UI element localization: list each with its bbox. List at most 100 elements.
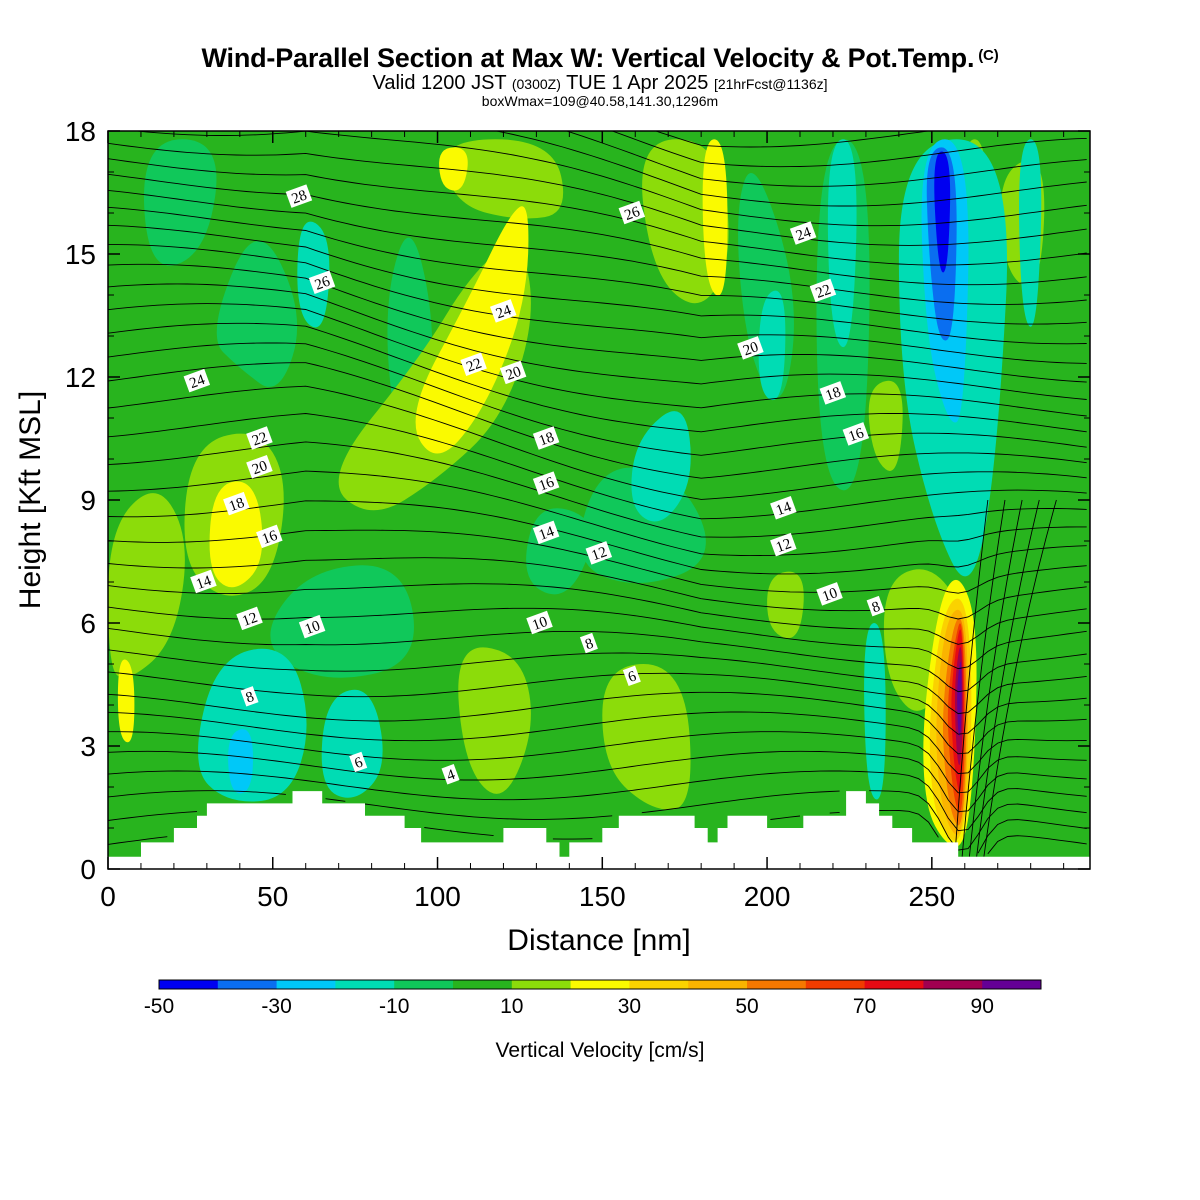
colorbar-tick-label: -10 [379, 995, 409, 1018]
chart-title-text: Wind-Parallel Section at Max W: Vertical… [201, 43, 975, 73]
theta-line-27 [108, 224, 1087, 345]
theta-label-20: 12 [585, 541, 613, 565]
theta-label-text: 20 [741, 339, 761, 359]
theta-label-text: 14 [194, 573, 214, 593]
theta-label-text: 10 [530, 614, 550, 634]
y-tick-label: 3 [80, 731, 96, 762]
theta-label-box [819, 381, 847, 405]
colorbar-swatch-6 [511, 980, 572, 989]
theta-line-12 [108, 583, 1087, 645]
theta-contours [108, 131, 1087, 857]
colorbar-swatch-12 [864, 980, 924, 989]
y-tick-label: 18 [65, 116, 96, 147]
theta-line-1 [108, 809, 1087, 854]
velocity-region-23 [758, 290, 786, 401]
theta-label-text: 18 [537, 429, 557, 449]
theta-line-20 [108, 362, 1087, 479]
colorbar-swatch-11 [805, 980, 866, 989]
velocity-region-8 [108, 493, 185, 678]
theta-label-1: 26 [308, 270, 336, 294]
theta-label-18: 16 [532, 471, 560, 495]
theta-label-text: 20 [504, 364, 524, 384]
theta-line-4 [108, 750, 1087, 813]
colorbar-title: Vertical Velocity [cm/s] [496, 1039, 705, 1062]
colorbar: -50 -30 -10 10 30 50 70 90 [144, 979, 1042, 1018]
theta-label-28: 16 [842, 422, 870, 446]
theta-line-3 [108, 770, 1087, 832]
y-tick-label: 15 [65, 239, 96, 270]
theta-label-7: 14 [190, 569, 217, 594]
theta-label-10: 8 [240, 686, 259, 707]
theta-label-box [441, 764, 460, 785]
colorbar-swatch-1 [217, 980, 278, 989]
theta-label-12: 4 [441, 764, 460, 785]
theta-label-16: 26 [618, 200, 646, 225]
velocity-region-7 [143, 139, 217, 266]
theta-line-15 [108, 500, 1087, 575]
x-tick-label: 150 [579, 881, 626, 912]
colorbar-swatch-0 [159, 980, 219, 989]
theta-line-19 [108, 385, 1087, 500]
theta-label-box [842, 422, 870, 446]
theta-label-box [622, 665, 641, 687]
colorbar-swatch-9 [688, 980, 748, 989]
velocity-region-27 [1019, 139, 1042, 327]
velocity-region-35 [415, 206, 529, 454]
velocity-region-21 [321, 689, 383, 798]
x-tick-label: 100 [414, 881, 461, 912]
velocity-region-17 [868, 380, 903, 471]
theta-label-box [737, 336, 764, 360]
theta-label-text: 14 [537, 523, 557, 543]
theta-label-text: 24 [494, 302, 514, 322]
valid-prefix: Valid 1200 JST [372, 72, 507, 94]
theta-line-25 [108, 263, 1087, 383]
theta-label-box [190, 569, 217, 594]
theta-label-25: 22 [809, 278, 837, 303]
theta-label-box [489, 299, 517, 323]
theta-label-box [866, 595, 885, 617]
velocity-region-45 [957, 661, 962, 737]
theta-label-box [770, 532, 797, 557]
theta-label-box [532, 426, 560, 450]
theta-label-11: 6 [349, 751, 368, 773]
theta-label-box [285, 184, 313, 208]
theta-label-5: 18 [223, 491, 250, 516]
theta-line-7 [108, 691, 1087, 755]
theta-label-text: 18 [227, 495, 247, 515]
theta-label-box [240, 686, 259, 707]
theta-label-text: 12 [774, 536, 794, 556]
y-tick-label: 9 [80, 485, 96, 516]
theta-label-text: 10 [820, 585, 840, 605]
theta-label-text: 24 [188, 372, 208, 392]
theta-line-8 [108, 671, 1087, 735]
axes: 0 50 100 150 200 250 0 3 6 9 12 15 18 [65, 116, 1090, 912]
y-tick-label: 0 [80, 854, 96, 885]
y-tick-label: 6 [80, 608, 96, 639]
theta-label-27: 18 [819, 381, 847, 405]
theta-label-text: 16 [847, 425, 867, 445]
theta-label-box [298, 614, 326, 639]
colorbar-swatch-5 [453, 980, 513, 989]
theta-label-26: 20 [737, 336, 764, 360]
theta-label-15: 20 [499, 360, 527, 385]
theta-line-26 [108, 244, 1087, 364]
colorbar-tick-label: -30 [261, 995, 291, 1018]
colorbar-tick-label: 50 [735, 995, 758, 1018]
theta-label-box [236, 606, 263, 631]
theta-label-text: 26 [623, 204, 643, 224]
x-tick-label: 50 [257, 881, 288, 912]
velocity-region-30 [228, 729, 253, 794]
theta-label-22: 8 [579, 632, 598, 654]
theta-label-24: 24 [789, 221, 817, 245]
theta-label-text: 16 [260, 528, 280, 548]
chart-title: Wind-Parallel Section at Max W: Vertical… [0, 43, 1200, 74]
theta-label-box [532, 520, 560, 545]
theta-updraft-line-2 [968, 499, 1023, 857]
theta-line-35 [565, 131, 1087, 187]
theta-line-0 [108, 835, 1087, 855]
theta-label-text: 22 [250, 429, 270, 449]
theta-label-text: 26 [313, 273, 333, 293]
theta-label-3: 22 [246, 426, 273, 450]
theta-label-31: 10 [816, 582, 843, 606]
